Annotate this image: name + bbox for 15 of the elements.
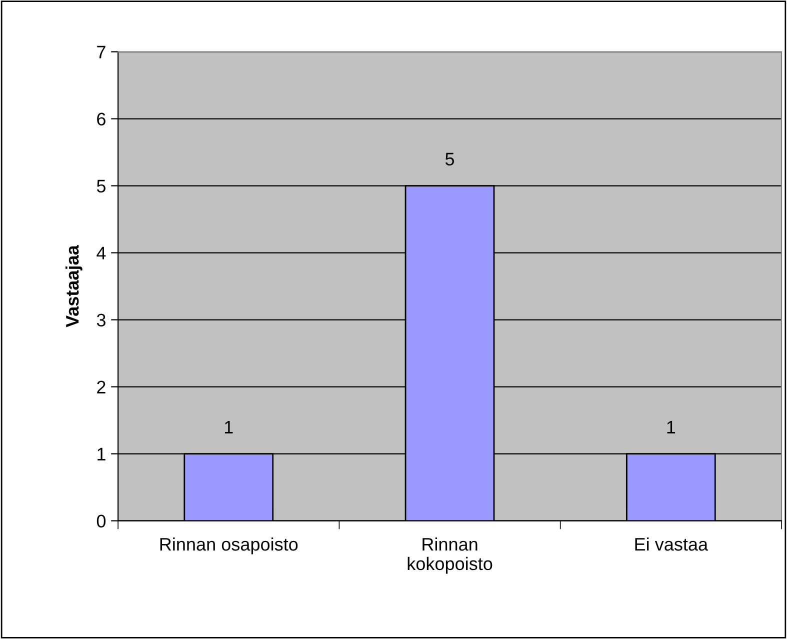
x-tick-label: Rinnan osapoisto bbox=[160, 537, 298, 554]
data-label: 1 bbox=[667, 420, 676, 434]
y-axis-title: Vastaajaa bbox=[65, 244, 82, 328]
data-label: 5 bbox=[445, 152, 454, 166]
y-tick-label: 1 bbox=[98, 448, 106, 460]
y-tick-label: 7 bbox=[97, 46, 106, 58]
y-tick-label: 4 bbox=[96, 246, 106, 260]
x-tick-label: Rinnan kokopoisto bbox=[408, 537, 492, 574]
x-tick-label: Ei vastaa bbox=[635, 537, 708, 551]
y-tick-label: 0 bbox=[96, 514, 106, 528]
y-tick-label: 6 bbox=[97, 112, 106, 126]
y-tick-label: 2 bbox=[97, 380, 106, 394]
y-tick-label: 3 bbox=[96, 314, 106, 326]
data-label: 1 bbox=[224, 420, 233, 434]
y-tick-label: 5 bbox=[96, 180, 106, 192]
